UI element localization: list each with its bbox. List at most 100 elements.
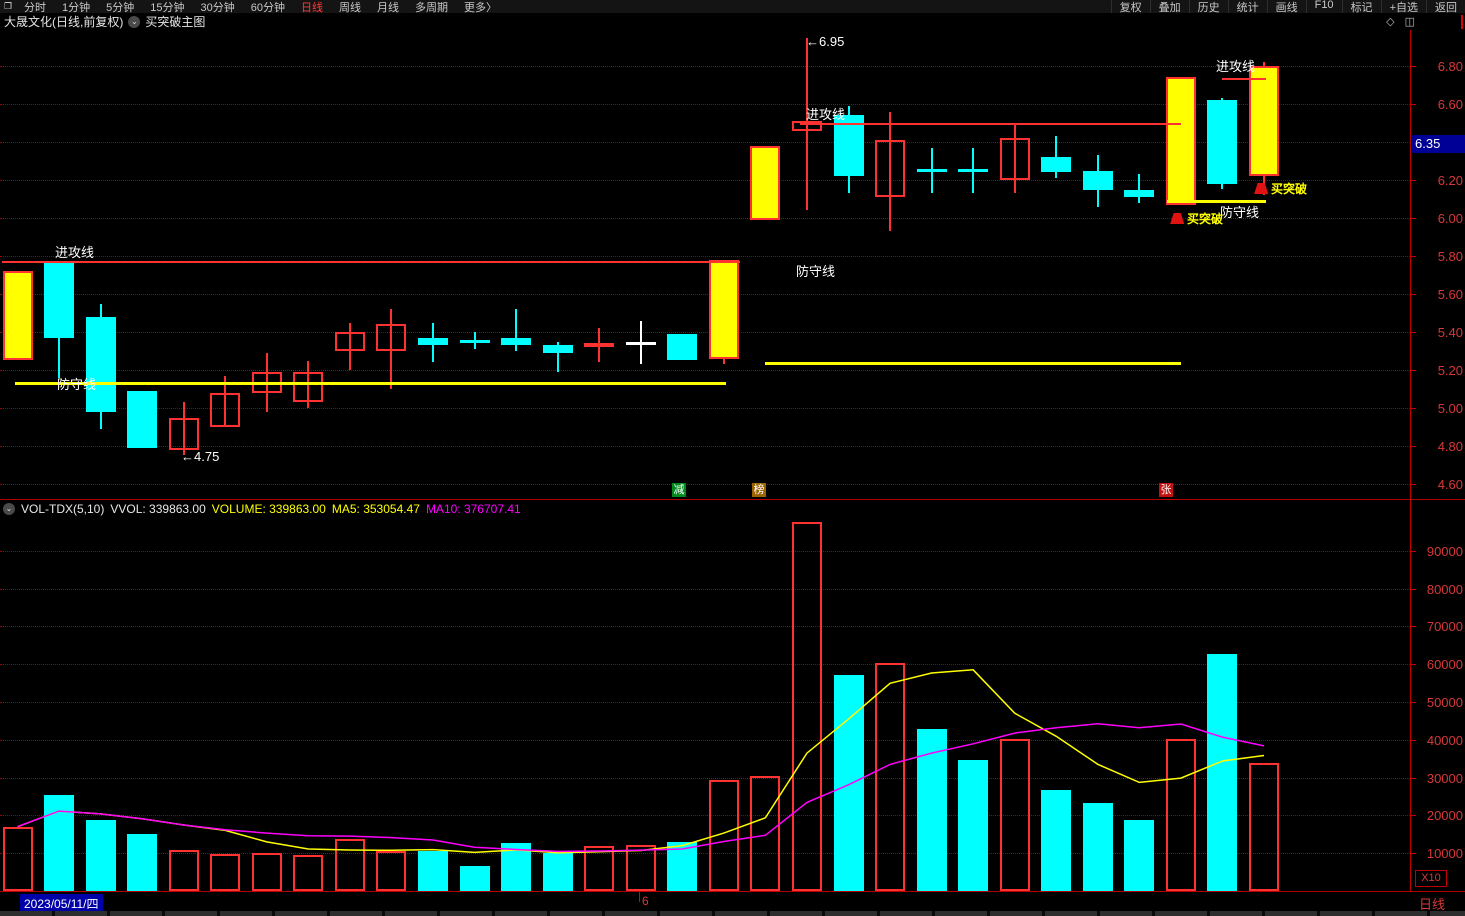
volume-plot[interactable] — [0, 518, 1410, 891]
volume-dropdown-icon[interactable]: ⌄ — [3, 503, 15, 515]
axis-tick — [1411, 626, 1416, 628]
period-tab-15分钟[interactable]: 15分钟 — [150, 1, 185, 14]
current-price-chip: 6.35 — [1412, 134, 1465, 153]
candle-wick — [515, 309, 518, 351]
volume-bar-up — [251, 852, 282, 891]
signal-line-label: 进攻线 — [806, 107, 846, 122]
split-pane-icon[interactable]: ◫ — [1404, 16, 1415, 28]
tool-返回[interactable]: 返回 — [1426, 0, 1465, 15]
volume-header: ⌄ VOL-TDX(5,10) VVOL: 339863.00 VOLUME: … — [0, 500, 1410, 518]
down-candle — [667, 333, 698, 361]
indicator-dropdown-icon[interactable]: ⌄ — [128, 15, 141, 28]
up-candle — [999, 138, 1030, 180]
tool-+自选[interactable]: +自选 — [1380, 0, 1426, 15]
volume-bar-up — [750, 776, 781, 891]
main-indicator-name[interactable]: 买突破主图 — [145, 15, 206, 29]
down-candle — [501, 337, 532, 346]
period-tab-月线[interactable]: 月线 — [377, 1, 399, 14]
axis-tick — [1411, 408, 1416, 409]
axis-tick — [1411, 815, 1416, 817]
down-candle — [1082, 170, 1113, 190]
tool-历史[interactable]: 历史 — [1188, 0, 1228, 15]
volume-axis-label: 80000 — [1426, 581, 1463, 597]
candle-wick — [1138, 174, 1141, 203]
ma10-value: MA10: 376707.41 — [425, 502, 521, 516]
horizontal-scrollbar[interactable] — [0, 911, 1465, 916]
grid-line — [0, 815, 1410, 817]
grid-line — [0, 104, 1410, 105]
tool-复权[interactable]: 复权 — [1110, 0, 1150, 15]
buy-signal-text: 买突破 — [1187, 211, 1224, 226]
volume-indicator-name[interactable]: VOL-TDX(5,10) — [21, 502, 105, 516]
grid-line — [0, 370, 1410, 371]
pane-marker — [1461, 15, 1463, 29]
price-axis-label: 5.00 — [1437, 401, 1463, 416]
grid-line — [0, 218, 1410, 219]
volume-bar-down — [667, 841, 698, 891]
period-tab-日线[interactable]: 日线 — [301, 1, 323, 14]
up-candle — [210, 392, 241, 427]
event-badge[interactable]: 张 — [1159, 483, 1173, 497]
volume-multiplier-chip: X10 — [1415, 870, 1447, 887]
volume-bar-down — [1124, 819, 1155, 891]
period-tab-5分钟[interactable]: 5分钟 — [106, 1, 135, 14]
price-annotation: ←4.75 — [181, 449, 220, 464]
diamond-icon[interactable]: ◇ — [1386, 16, 1395, 28]
volume-bar-up — [334, 838, 365, 891]
tool-F10[interactable]: F10 — [1305, 0, 1342, 15]
flag-icon — [1254, 182, 1272, 194]
volume-axis-label: 20000 — [1426, 808, 1463, 824]
axis-tick — [1411, 180, 1416, 181]
tool-叠加[interactable]: 叠加 — [1149, 0, 1189, 15]
volume-value: VOLUME: 339863.00 — [211, 502, 326, 516]
period-tab-分时[interactable]: 分时 — [24, 1, 46, 14]
price-axis-label: 4.80 — [1437, 439, 1463, 454]
buy-signal-marker: 买突破 — [1170, 211, 1224, 226]
window-icon[interactable]: ❐ — [3, 1, 13, 11]
signal-line-label: 进攻线 — [55, 245, 95, 260]
defend-line-right — [1167, 199, 1266, 203]
attack-line-left — [2, 260, 740, 263]
period-tab-60分钟[interactable]: 60分钟 — [250, 1, 285, 14]
grid-line — [0, 256, 1410, 257]
down-candle — [418, 337, 448, 346]
period-tab-30分钟[interactable]: 30分钟 — [200, 1, 235, 14]
volume-bar-down — [1041, 790, 1072, 891]
up-candle — [251, 371, 282, 393]
price-plot[interactable]: 进攻线 防守线 进攻线 防守线 进攻线 防守线 ←6.95 ←4.75 买突破 买突破减榜张 — [0, 30, 1410, 499]
volume-bar-up — [875, 662, 906, 891]
tool-标记[interactable]: 标记 — [1341, 0, 1381, 15]
down-candle — [85, 316, 116, 412]
event-badge[interactable]: 减 — [672, 483, 686, 497]
axis-mid-label: 6 — [642, 894, 649, 908]
down-candle — [44, 261, 75, 338]
axis-tick — [1411, 484, 1416, 485]
event-badge[interactable]: 榜 — [752, 483, 766, 497]
axis-tick — [1411, 370, 1416, 371]
doji-candle — [625, 342, 656, 346]
attack-line-right — [800, 123, 1181, 125]
grid-line — [0, 739, 1410, 741]
axis-mid-tick — [639, 892, 640, 902]
volume-axis-label: 10000 — [1426, 846, 1463, 862]
up-candle — [791, 121, 822, 131]
grid-line — [0, 294, 1410, 295]
period-tab-1分钟[interactable]: 1分钟 — [62, 1, 91, 14]
tool-统计[interactable]: 统计 — [1227, 0, 1267, 15]
tool-画线[interactable]: 画线 — [1266, 0, 1306, 15]
volume-bar-up — [210, 853, 241, 891]
tools-menu: 复权 叠加 历史 统计 画线 F10 标记 +自选 返回 — [1110, 0, 1465, 15]
period-tab-周线[interactable]: 周线 — [339, 1, 361, 14]
volume-bar-down — [1207, 653, 1238, 891]
grid-line — [0, 664, 1410, 666]
period-tab-多周期[interactable]: 多周期 — [415, 1, 448, 14]
grid-line — [0, 853, 1410, 855]
grid-line — [0, 702, 1410, 703]
right-axis: 6.80 6.60 6.20 6.00 5.80 5.60 5.40 5.20 5.00 4.80… — [1410, 30, 1465, 891]
status-separator — [0, 891, 1465, 892]
volume-bar-up — [791, 522, 822, 891]
ma5-line — [17, 669, 1265, 854]
grid-line — [0, 484, 1410, 485]
period-tab-更多〉[interactable]: 更多〉 — [464, 1, 497, 14]
